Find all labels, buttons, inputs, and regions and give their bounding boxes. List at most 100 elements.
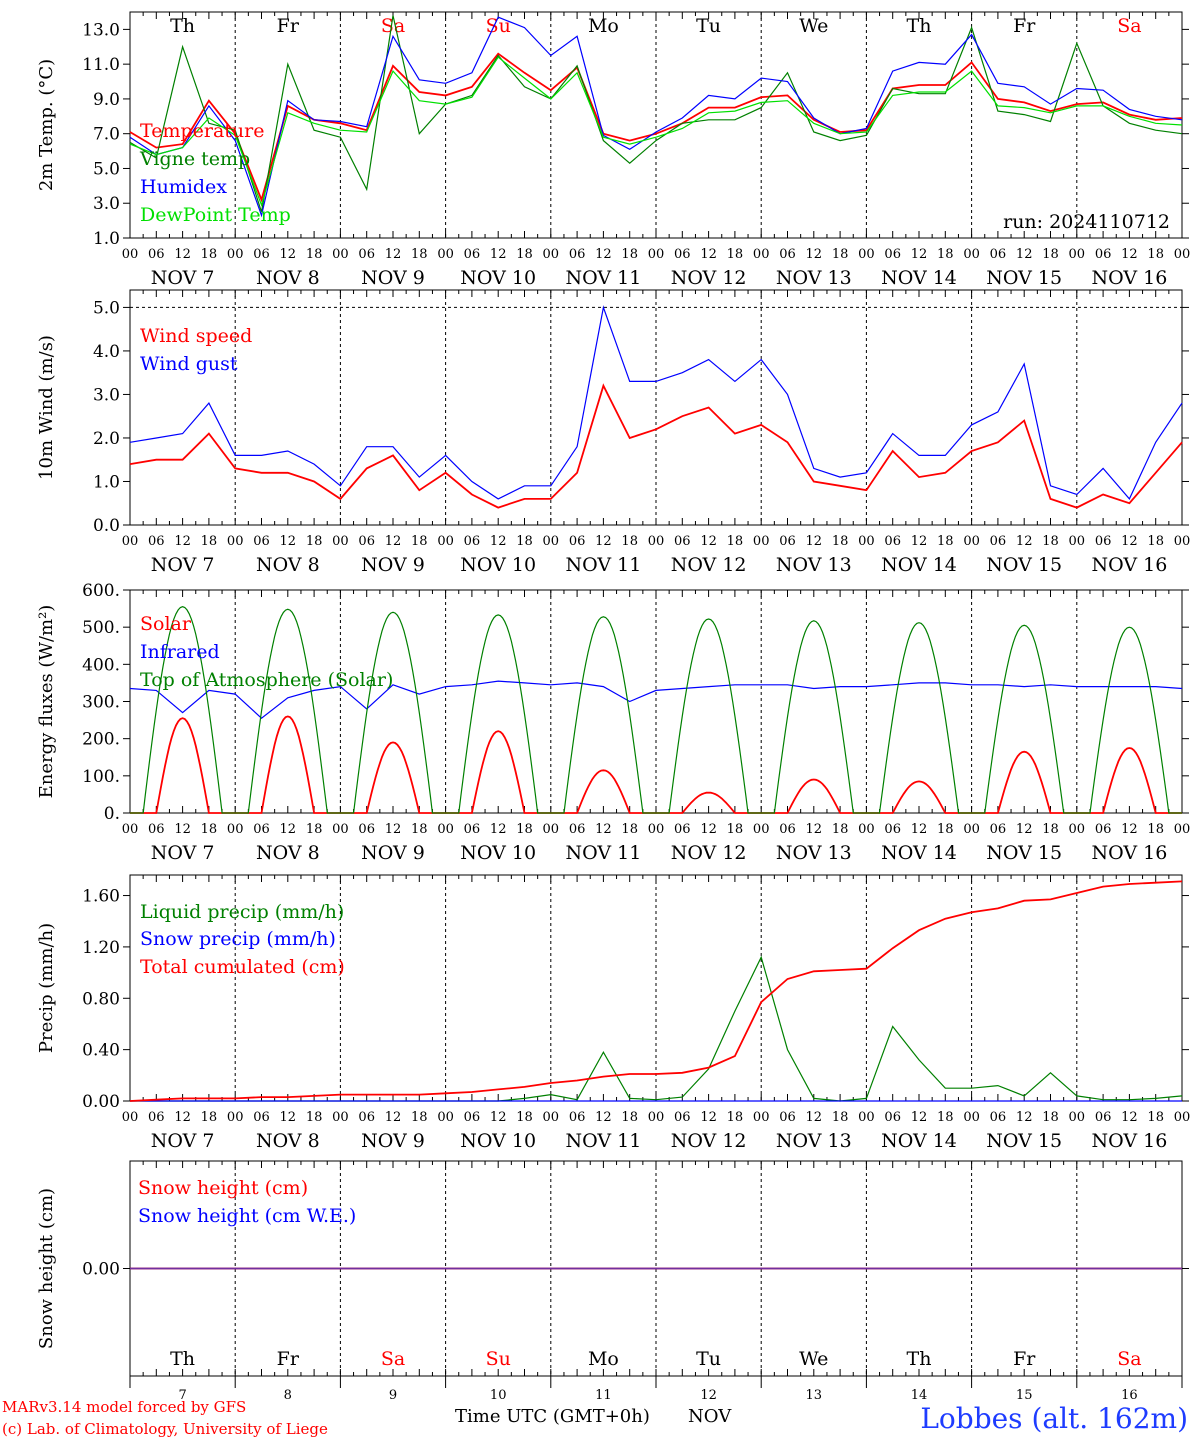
weekday-label: Sa [1117, 15, 1141, 37]
day-number-label: 12 [700, 1388, 717, 1403]
hour-label: 00 [1069, 534, 1086, 549]
hour-label: 18 [306, 534, 323, 549]
hour-label: 18 [621, 1110, 638, 1125]
hour-label: 12 [174, 822, 191, 837]
y-tick-label: 1.20 [82, 938, 120, 958]
weekday-label: Th [170, 1348, 195, 1370]
legend-label: Top of Atmosphere (Solar) [140, 669, 393, 691]
station-label: Lobbes (alt. 162m) [920, 1402, 1188, 1435]
hour-label: 18 [832, 822, 849, 837]
hour-label: 00 [858, 534, 875, 549]
date-label: NOV 9 [361, 267, 425, 289]
hour-label: 18 [832, 534, 849, 549]
y-tick-label: 100. [82, 767, 120, 787]
date-label: NOV 16 [1091, 842, 1167, 864]
date-label: NOV 8 [256, 1130, 320, 1152]
date-label: NOV 9 [361, 1130, 425, 1152]
hour-label: 00 [963, 534, 980, 549]
hour-label: 06 [253, 534, 270, 549]
hour-label: 00 [332, 534, 349, 549]
hour-label: 18 [621, 822, 638, 837]
hour-label: 00 [543, 534, 560, 549]
hour-label: 00 [332, 247, 349, 262]
y-tick-label: 2.0 [93, 429, 120, 449]
legend-label: DewPoint Temp [140, 204, 291, 226]
day-number-label: 9 [389, 1388, 397, 1403]
hour-label: 00 [543, 1110, 560, 1125]
hour-label: 18 [937, 247, 954, 262]
hour-label: 18 [306, 822, 323, 837]
hour-label: 06 [674, 534, 691, 549]
hour-label: 00 [332, 1110, 349, 1125]
date-label: NOV 13 [776, 1130, 852, 1152]
hour-label: 00 [227, 1110, 244, 1125]
hour-label: 18 [937, 534, 954, 549]
hour-label: 18 [621, 247, 638, 262]
hour-label: 00 [1174, 247, 1191, 262]
hour-label: 00 [437, 534, 454, 549]
date-label: NOV 16 [1091, 554, 1167, 576]
hour-label: 06 [674, 247, 691, 262]
hour-label: 06 [358, 1110, 375, 1125]
weekday-label: Fr [1013, 15, 1036, 37]
hour-label: 12 [806, 822, 823, 837]
y-axis-label: 2m Temp. (°C) [36, 59, 57, 191]
legend-label: Solar [140, 613, 192, 635]
hour-label: 00 [1174, 1110, 1191, 1125]
hour-label: 06 [1095, 247, 1112, 262]
date-label: NOV 14 [881, 554, 957, 576]
panel-frame [129, 589, 1183, 814]
hour-label: 00 [543, 247, 560, 262]
date-label: NOV 9 [361, 842, 425, 864]
date-label: NOV 11 [565, 1130, 641, 1152]
y-tick-label: 7.0 [93, 125, 120, 145]
hour-label: 06 [990, 822, 1007, 837]
hour-label: 12 [700, 822, 717, 837]
weekday-label: Tu [696, 15, 721, 37]
hour-label: 12 [1016, 534, 1033, 549]
hour-label: 00 [858, 247, 875, 262]
series-line-0 [129, 52, 1183, 203]
hour-label: 18 [306, 1110, 323, 1125]
hour-label: 18 [832, 1110, 849, 1125]
hour-label: 12 [1121, 247, 1138, 262]
hour-label: 06 [358, 534, 375, 549]
hour-label: 12 [595, 534, 612, 549]
y-axis-label: Snow height (cm) [36, 1188, 57, 1349]
date-label: NOV 11 [565, 554, 641, 576]
hour-label: 06 [779, 822, 796, 837]
hour-label: 12 [490, 247, 507, 262]
hour-label: 00 [753, 822, 770, 837]
day-number-label: 7 [178, 1388, 186, 1403]
legend-label: Wind gust [140, 353, 238, 375]
y-tick-label: 600. [82, 581, 120, 601]
hour-label: 00 [753, 534, 770, 549]
panel-3: 0. 100. 200. 300. 400. 500. 600. Energy fluxes … [36, 581, 1190, 864]
hour-label: 18 [411, 534, 428, 549]
hour-label: 00 [437, 1110, 454, 1125]
hour-label: 00 [753, 1110, 770, 1125]
date-label: NOV 16 [1091, 267, 1167, 289]
hour-label: 06 [569, 534, 586, 549]
hour-label: 12 [280, 247, 297, 262]
run-annotation: run: 2024110712 [1003, 211, 1170, 233]
hour-label: 18 [411, 822, 428, 837]
hour-label: 06 [990, 1110, 1007, 1125]
hour-label: 18 [1042, 534, 1059, 549]
hour-label: 00 [227, 534, 244, 549]
date-label: NOV 7 [151, 267, 215, 289]
day-number-label: 14 [911, 1388, 928, 1403]
hour-label: 18 [1042, 822, 1059, 837]
hour-label: 18 [1042, 247, 1059, 262]
hour-label: 06 [1095, 822, 1112, 837]
hour-label: 06 [148, 247, 165, 262]
hour-label: 12 [385, 1110, 402, 1125]
y-tick-label: 13.0 [82, 20, 120, 40]
legend-label: Temperature [140, 120, 264, 142]
series-line-2 [130, 606, 1182, 814]
hour-label: 00 [227, 247, 244, 262]
hour-label: 12 [385, 822, 402, 837]
weekday-label: Mo [588, 15, 619, 37]
hour-label: 18 [516, 1110, 533, 1125]
date-label: NOV 15 [986, 1130, 1062, 1152]
